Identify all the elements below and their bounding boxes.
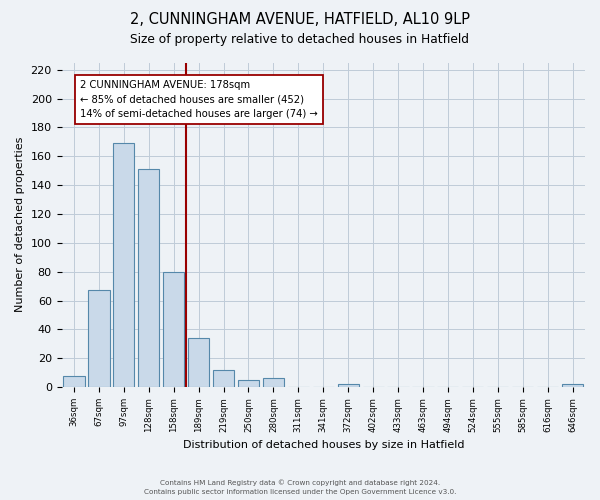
- Bar: [238, 380, 259, 387]
- Bar: [138, 169, 160, 387]
- Bar: [88, 290, 110, 387]
- Y-axis label: Number of detached properties: Number of detached properties: [15, 137, 25, 312]
- Text: Size of property relative to detached houses in Hatfield: Size of property relative to detached ho…: [131, 32, 470, 46]
- Bar: [213, 370, 234, 387]
- Bar: [263, 378, 284, 387]
- Bar: [562, 384, 583, 387]
- X-axis label: Distribution of detached houses by size in Hatfield: Distribution of detached houses by size …: [182, 440, 464, 450]
- Bar: [163, 272, 184, 387]
- Bar: [188, 338, 209, 387]
- Text: Contains public sector information licensed under the Open Government Licence v3: Contains public sector information licen…: [144, 489, 456, 495]
- Bar: [113, 144, 134, 387]
- Bar: [338, 384, 359, 387]
- Text: 2 CUNNINGHAM AVENUE: 178sqm
← 85% of detached houses are smaller (452)
14% of se: 2 CUNNINGHAM AVENUE: 178sqm ← 85% of det…: [80, 80, 318, 120]
- Bar: [64, 376, 85, 387]
- Text: Contains HM Land Registry data © Crown copyright and database right 2024.: Contains HM Land Registry data © Crown c…: [160, 480, 440, 486]
- Text: 2, CUNNINGHAM AVENUE, HATFIELD, AL10 9LP: 2, CUNNINGHAM AVENUE, HATFIELD, AL10 9LP: [130, 12, 470, 28]
